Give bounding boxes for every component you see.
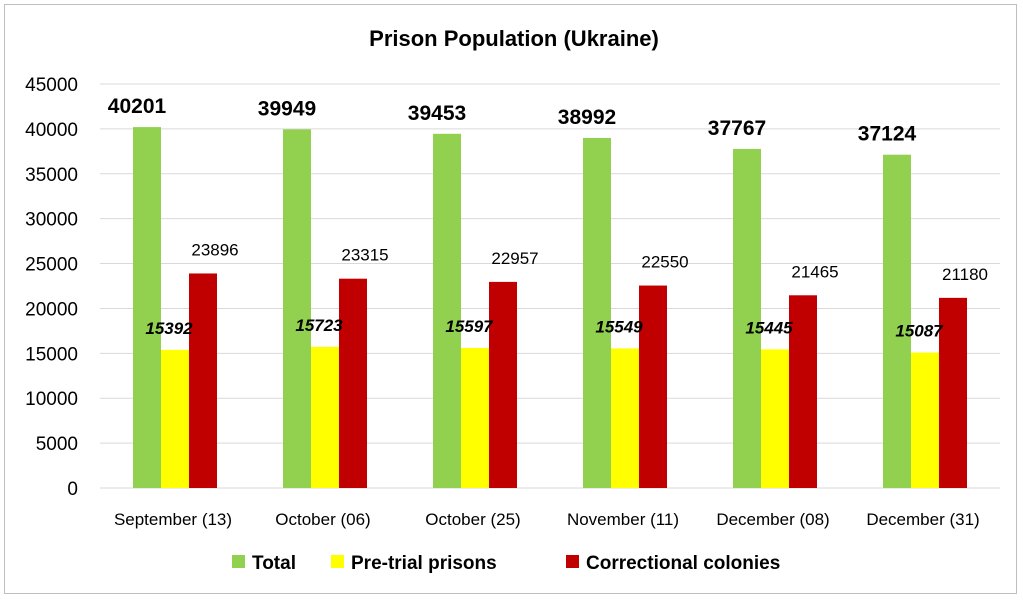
bar-total — [283, 129, 311, 489]
y-tick-label: 25000 — [25, 255, 78, 276]
data-label-total: 39949 — [258, 97, 316, 120]
legend: Total Pre-trial prisons Correctional colon… — [232, 553, 780, 574]
x-tick-label: November (11) — [567, 510, 679, 529]
data-label-pre-trial: 15445 — [745, 318, 793, 337]
y-tick-label: 35000 — [25, 165, 78, 186]
data-label-total: 38992 — [558, 106, 616, 129]
data-label-total: 40201 — [108, 95, 167, 118]
data-label-correctional: 22957 — [491, 249, 538, 268]
legend-label-total: Total — [252, 553, 296, 574]
legend-label-pre-trial: Pre-trial prisons — [351, 553, 497, 574]
bar-pre-trial — [911, 352, 939, 488]
bar-correctional — [489, 281, 517, 488]
bar-total — [733, 148, 761, 488]
data-label-correctional: 21180 — [942, 265, 988, 284]
bar-correctional — [789, 295, 817, 488]
data-label-correctional: 22550 — [641, 253, 688, 272]
data-label-correctional: 23896 — [191, 240, 238, 259]
bar-pre-trial — [761, 349, 789, 488]
bar-pre-trial — [461, 347, 489, 488]
y-tick-label: 0 — [67, 479, 78, 500]
bar-pre-trial — [311, 346, 339, 488]
data-label-pre-trial: 15392 — [145, 319, 193, 338]
y-tick-label: 15000 — [25, 344, 78, 365]
bar-total — [583, 137, 611, 489]
data-label-correctional: 21465 — [791, 262, 838, 281]
data-label-pre-trial: 15087 — [895, 322, 944, 341]
y-tick-label: 30000 — [25, 210, 78, 231]
data-label-pre-trial: 15723 — [295, 316, 343, 335]
x-tick-label: October (06) — [275, 510, 370, 529]
bar-total — [883, 154, 911, 488]
x-tick-label: December (08) — [716, 510, 829, 529]
legend-swatch-total — [232, 555, 245, 568]
x-tick-label: October (25) — [425, 510, 520, 529]
data-label-correctional: 23315 — [341, 246, 388, 265]
bar-total — [433, 133, 461, 488]
legend-swatch-pre-trial — [331, 555, 344, 568]
x-tick-label: December (31) — [866, 510, 979, 529]
y-tick-label: 20000 — [25, 299, 78, 320]
legend-swatch-correctional — [566, 555, 579, 568]
bar-pre-trial — [611, 348, 639, 488]
legend-label-correctional: Correctional colonies — [586, 553, 780, 574]
data-label-pre-trial: 15597 — [445, 317, 494, 336]
bar-correctional — [189, 273, 217, 488]
bar-correctional — [939, 297, 967, 488]
chart-title: Prison Population (Ukraine) — [369, 26, 659, 51]
y-tick-label: 10000 — [25, 389, 78, 410]
y-tick-label: 45000 — [25, 75, 78, 96]
y-tick-label: 5000 — [36, 434, 78, 455]
data-label-total: 37124 — [858, 123, 917, 146]
data-label-total: 37767 — [708, 117, 766, 140]
bar-correctional — [339, 278, 367, 488]
x-tick-label: September (13) — [114, 510, 232, 529]
bar-pre-trial — [161, 349, 189, 488]
bar-total — [133, 127, 161, 489]
data-label-total: 39453 — [408, 102, 466, 125]
data-label-pre-trial: 15549 — [595, 317, 643, 336]
y-tick-label: 40000 — [25, 120, 78, 141]
bar-correctional — [639, 285, 667, 488]
